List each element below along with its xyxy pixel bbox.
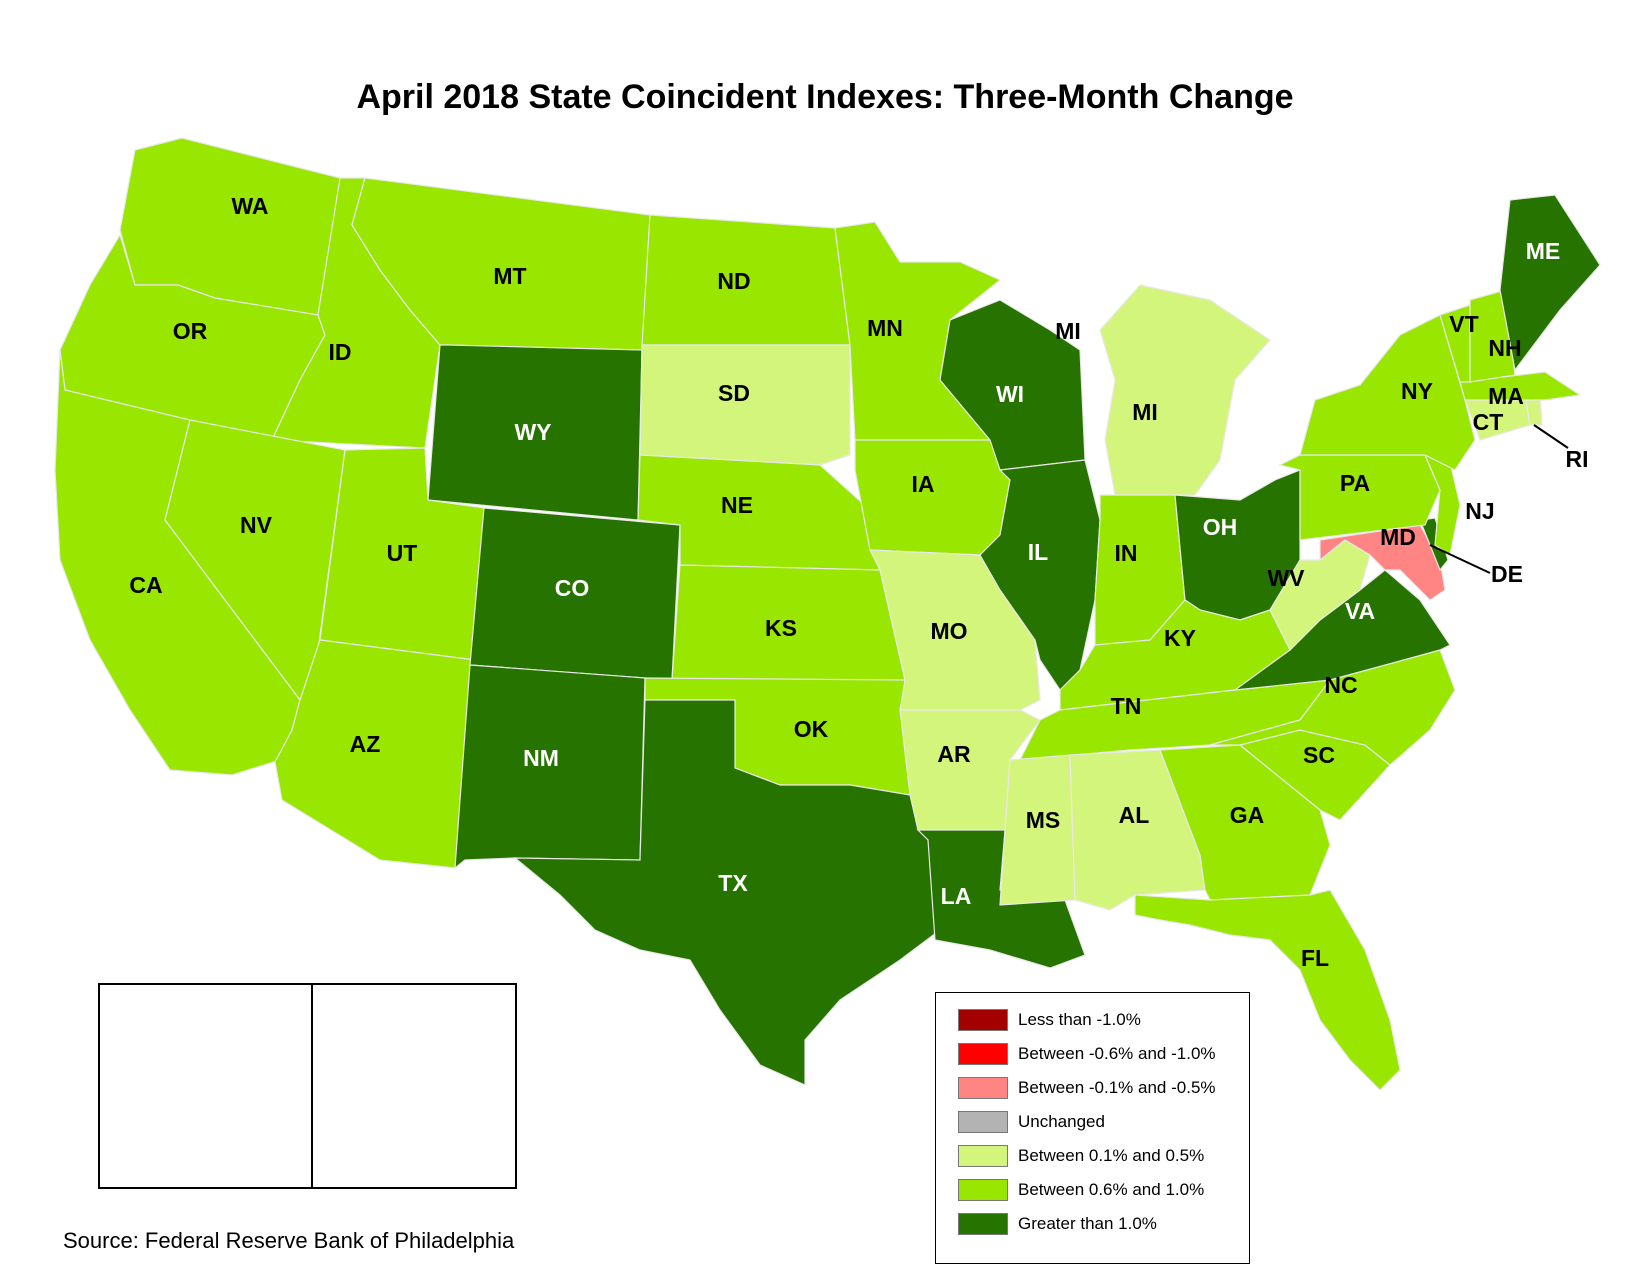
legend-item: Less than -1.0% <box>958 1009 1141 1031</box>
alaska-inset <box>98 983 315 1189</box>
state-label-mt: MT <box>493 263 526 289</box>
state-label-tn: TN <box>1111 693 1142 719</box>
legend-label: Between -0.6% and -1.0% <box>1018 1044 1216 1063</box>
legend-label: Between 0.1% and 0.5% <box>1018 1146 1205 1165</box>
legend-label: Between 0.6% and 1.0% <box>1018 1180 1205 1199</box>
state-label-nd: ND <box>717 268 750 294</box>
state-label-co: CO <box>555 575 590 601</box>
state-shape-fl <box>1134 889 1401 1091</box>
state-label-la: LA <box>941 883 972 909</box>
legend-label: Unchanged <box>1018 1112 1105 1131</box>
state-shape-ia <box>854 439 1011 556</box>
state-shape-me <box>1499 194 1601 372</box>
state-label-ok: OK <box>794 716 829 742</box>
leader-lines <box>1429 424 1569 574</box>
state-label-ia: IA <box>912 471 935 497</box>
state-label-wv: WV <box>1267 565 1305 591</box>
state-label-ct: CT <box>1473 409 1504 435</box>
legend-item: Between 0.6% and 1.0% <box>958 1179 1204 1201</box>
state-label-nc: NC <box>1324 672 1357 698</box>
state-label-ms: MS <box>1026 807 1061 833</box>
state-label-wi: WI <box>996 381 1024 407</box>
legend: Less than -1.0% Between -0.6% and -1.0% Be… <box>935 992 1250 1264</box>
state-label-sd: SD <box>718 380 750 406</box>
state-label-or: OR <box>173 318 208 344</box>
state-label-nj: NJ <box>1465 498 1494 524</box>
state-label-me: ME <box>1526 238 1561 264</box>
legend-item: Between 0.1% and 0.5% <box>958 1145 1204 1167</box>
legend-swatch <box>958 1111 1008 1133</box>
state-label-sc: SC <box>1303 742 1335 768</box>
state-label-id: ID <box>329 339 352 365</box>
state-shape-de <box>1419 517 1449 572</box>
state-label-nv: NV <box>240 512 273 538</box>
state-shape-ms <box>999 754 1076 906</box>
state-label-nh: NH <box>1488 335 1521 361</box>
state-shape-mi <box>1099 284 1271 496</box>
ri-leader-line <box>1533 424 1569 449</box>
state-label-ky: KY <box>1164 625 1196 651</box>
legend-swatch <box>958 1145 1008 1167</box>
state-shape-sd <box>639 344 851 466</box>
map-title: April 2018 State Coincident Indexes: Thr… <box>356 78 1294 116</box>
state-label-va: VA <box>1345 598 1375 624</box>
de-leader-line <box>1429 544 1491 574</box>
legend-swatch <box>958 1043 1008 1065</box>
state-label-fl: FL <box>1301 945 1329 971</box>
state-label-al: AL <box>1119 802 1150 828</box>
state-label-wa: WA <box>231 193 268 219</box>
legend-item: Between -0.1% and -0.5% <box>958 1077 1216 1099</box>
state-label-ks: KS <box>765 615 797 641</box>
state-shape-wy <box>427 344 643 521</box>
state-label-nm: NM <box>523 745 559 771</box>
state-label-ne: NE <box>721 492 753 518</box>
state-label-ar: AR <box>937 741 971 767</box>
state-shape-tx <box>513 699 941 1086</box>
state-shape-nc <box>1209 649 1456 766</box>
state-label-ny: NY <box>1401 378 1433 404</box>
legend-swatch <box>958 1077 1008 1099</box>
source-note: Source: Federal Reserve Bank of Philadel… <box>63 1228 515 1253</box>
state-label-ca: CA <box>129 572 162 598</box>
legend-item: Unchanged <box>958 1111 1105 1133</box>
state-label-ut: UT <box>387 540 418 566</box>
state-label-vt: VT <box>1449 311 1478 337</box>
state-label-ga: GA <box>1230 802 1265 828</box>
legend-label: Greater than 1.0% <box>1018 1214 1157 1233</box>
state-label-mi: MI <box>1132 399 1158 425</box>
state-label-ma: MA <box>1488 383 1524 409</box>
legend-item: Between -0.6% and -1.0% <box>958 1043 1216 1065</box>
state-label-de: DE <box>1491 561 1523 587</box>
state-label-md: MD <box>1380 524 1416 550</box>
legend-label: Between -0.1% and -0.5% <box>1018 1078 1216 1097</box>
state-label-mo: MO <box>930 618 967 644</box>
legend-swatch <box>958 1179 1008 1201</box>
state-label-pa: PA <box>1340 470 1370 496</box>
state-label-tx: TX <box>718 870 748 896</box>
state-label-az: AZ <box>350 731 381 757</box>
state-label-in: IN <box>1115 540 1138 566</box>
legend-swatch <box>958 1009 1008 1031</box>
legend-swatch <box>958 1213 1008 1235</box>
state-label-wy: WY <box>514 419 551 445</box>
state-labels: WA OR CA ID NV MT WY UT AZ CO NM ND SD NE KS OK TX MN IA MO… <box>129 193 1588 1109</box>
hawaii-inset <box>311 983 517 1189</box>
legend-label: Less than -1.0% <box>1018 1010 1141 1029</box>
state-label-oh: OH <box>1203 514 1238 540</box>
state-label-ri: RI <box>1566 446 1589 472</box>
state-label-mn: MN <box>867 315 903 341</box>
state-label-il: IL <box>1028 539 1048 565</box>
state-label-mi-upper: MI <box>1055 318 1081 344</box>
legend-item: Greater than 1.0% <box>958 1213 1157 1235</box>
